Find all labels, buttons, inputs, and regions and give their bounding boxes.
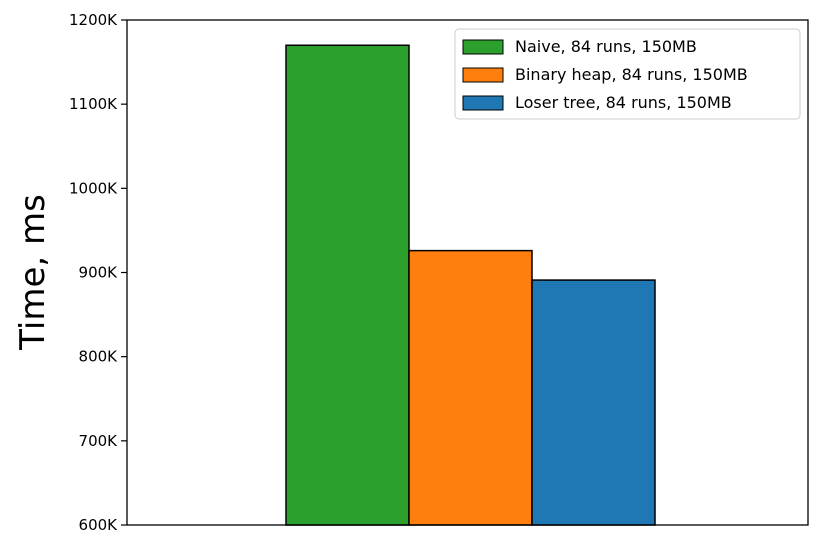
bar-1 — [285, 44, 410, 526]
plot-frame — [126, 19, 809, 526]
bar-3 — [531, 279, 656, 526]
legend-swatch-3 — [462, 95, 504, 111]
legend-label-1: Naive, 84 runs, 150MB — [515, 37, 697, 56]
legend-swatch-1 — [462, 39, 504, 55]
y-tick-label: 800K — [79, 348, 119, 366]
y-axis-label: Time, ms — [13, 194, 53, 351]
legend-label-2: Binary heap, 84 runs, 150MB — [515, 65, 748, 84]
y-tick-label: 1000K — [69, 179, 118, 197]
y-tick-label: 600K — [79, 516, 119, 534]
y-axis: 600K 700K 800K 900K 1000K 1100K 1200K — [69, 11, 127, 534]
legend-label-3: Loser tree, 84 runs, 150MB — [515, 93, 732, 112]
y-tick-label: 1200K — [69, 11, 118, 29]
bar-2 — [408, 249, 533, 526]
y-tick-label: 1100K — [69, 95, 118, 113]
legend-swatch-2 — [462, 67, 504, 83]
legend: Naive, 84 runs, 150MB Binary heap, 84 run… — [454, 28, 801, 120]
y-tick-label: 700K — [79, 432, 119, 450]
legend-frame — [454, 28, 801, 120]
bars-group — [285, 44, 656, 526]
y-tick-label: 900K — [79, 264, 119, 282]
